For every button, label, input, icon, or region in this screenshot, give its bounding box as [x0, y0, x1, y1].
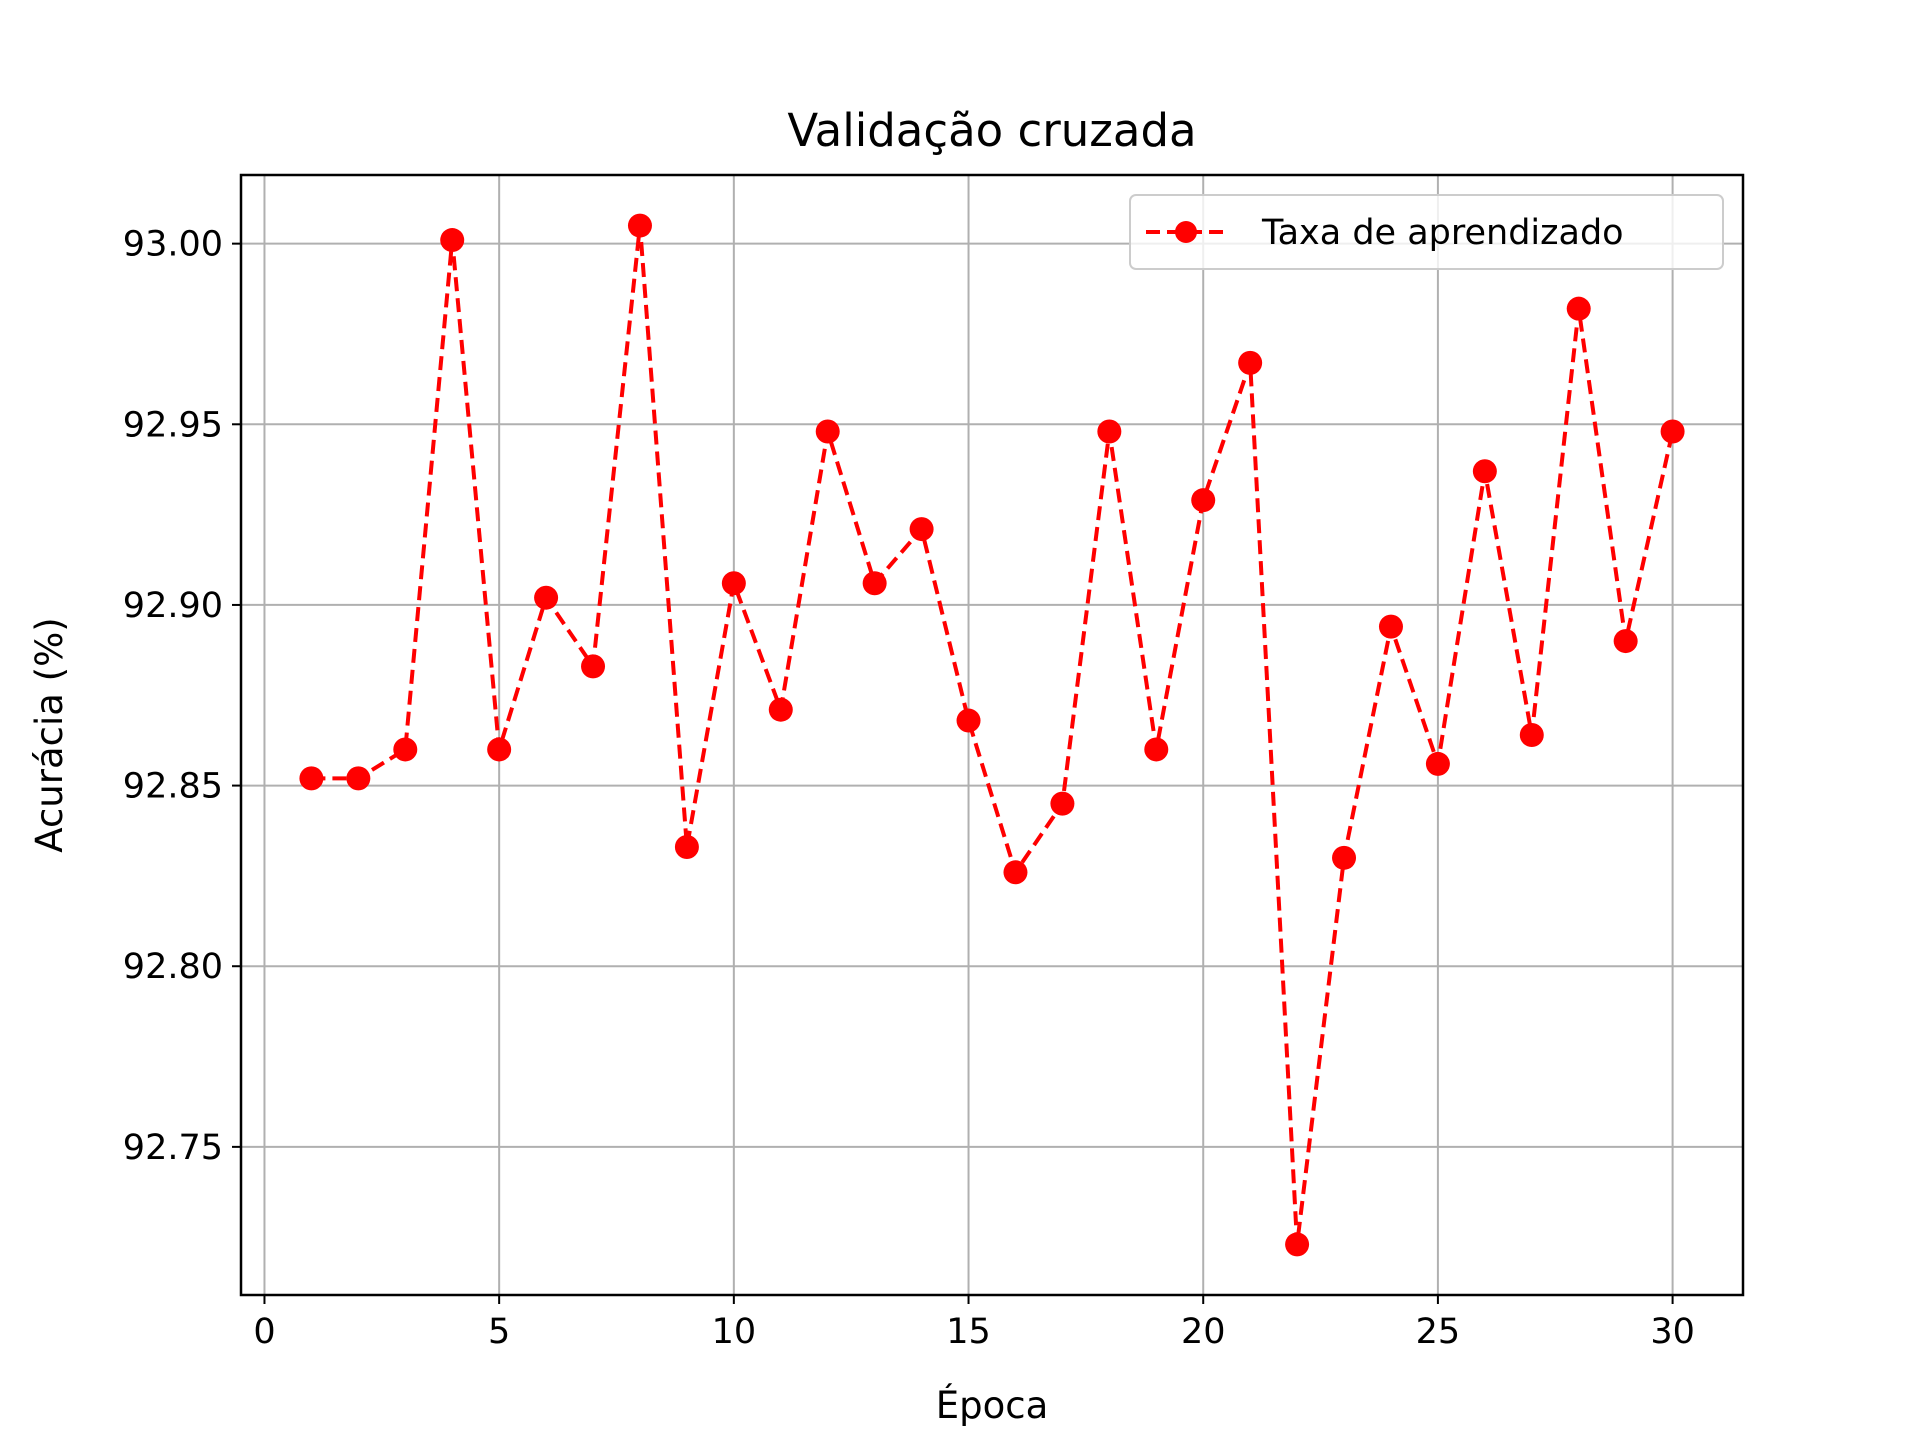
chart-title: Validação cruzada	[787, 104, 1196, 157]
y-tick-label: 92.80	[123, 947, 223, 987]
y-tick-label: 92.90	[123, 586, 223, 626]
x-axis-label: Época	[936, 1383, 1049, 1427]
data-point	[1144, 737, 1169, 762]
x-tick-label: 30	[1650, 1312, 1695, 1352]
data-point	[862, 571, 887, 596]
y-tick-label: 93.00	[123, 225, 223, 265]
x-tick-label: 5	[488, 1312, 510, 1352]
data-point	[1613, 629, 1638, 654]
data-point	[346, 766, 371, 791]
data-point	[1660, 419, 1685, 444]
data-point	[956, 708, 981, 733]
data-point	[627, 213, 652, 238]
series-layer	[299, 213, 1685, 1257]
x-tick-label: 25	[1416, 1312, 1461, 1352]
data-point	[487, 737, 512, 762]
data-point	[768, 697, 793, 722]
y-axis-label: Acurácia (%)	[28, 617, 71, 852]
data-point	[1050, 791, 1075, 816]
data-point	[1378, 614, 1403, 639]
legend-label: Taxa de aprendizado	[1261, 213, 1624, 253]
data-point	[1519, 723, 1544, 747]
y-tick-label: 92.95	[123, 405, 223, 445]
y-tick-label: 92.85	[123, 767, 223, 807]
axis-ticks: 0 5 10 15 20 25 30 92.75 92.80 92.85 92.90 92.95 93.…	[123, 225, 1695, 1352]
x-tick-label: 15	[946, 1312, 991, 1352]
data-point	[674, 835, 699, 859]
plot-area	[241, 175, 1743, 1295]
data-point	[299, 766, 324, 791]
data-point	[1097, 419, 1122, 444]
series-line	[311, 223, 1675, 1247]
y-tick-label: 92.75	[123, 1128, 223, 1168]
grid-lines	[241, 175, 1743, 1295]
data-point	[534, 585, 559, 610]
data-point	[909, 517, 934, 542]
data-point	[1238, 350, 1263, 375]
data-point	[815, 419, 840, 444]
data-point	[1332, 845, 1357, 870]
data-point	[393, 737, 418, 762]
plot-frame	[239, 173, 1745, 1297]
data-point	[1191, 488, 1216, 513]
data-point	[1425, 751, 1450, 776]
data-point	[1285, 1232, 1310, 1257]
x-tick-label: 0	[253, 1312, 275, 1352]
data-point	[581, 654, 606, 679]
x-tick-label: 10	[712, 1312, 757, 1352]
legend: Taxa de aprendizado	[1129, 194, 1724, 270]
legend-box	[1129, 194, 1724, 270]
data-point	[721, 571, 746, 596]
legend-marker-swatch	[1175, 221, 1197, 243]
data-point	[1566, 296, 1591, 321]
data-point	[1003, 860, 1028, 885]
data-point	[440, 228, 465, 253]
data-point	[1472, 459, 1497, 484]
x-tick-label: 20	[1181, 1312, 1226, 1352]
